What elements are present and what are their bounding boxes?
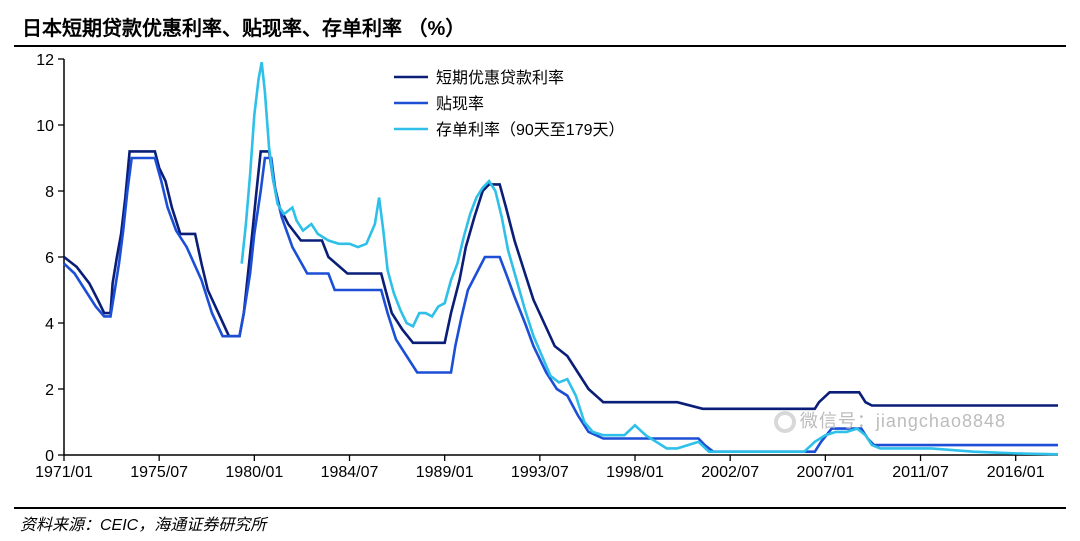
- chart-title: 日本短期贷款优惠利率、贴现率、存单利率 （%）: [22, 12, 1066, 41]
- chart-container: 0 2 4 6 8 10 12 1971/01 1975/07 1980/01 1984/07 198…: [14, 51, 1066, 503]
- svg-text:12: 12: [36, 52, 54, 69]
- svg-text:1980/01: 1980/01: [225, 464, 283, 481]
- svg-text:10: 10: [36, 118, 54, 135]
- svg-text:8: 8: [45, 184, 54, 201]
- source-line: 资料来源：CEIC，海通证券研究所: [14, 511, 1066, 535]
- footer-rule: [14, 507, 1066, 509]
- svg-text:2002/07: 2002/07: [701, 464, 759, 481]
- svg-text:4: 4: [45, 316, 54, 333]
- svg-text:1971/01: 1971/01: [35, 464, 93, 481]
- svg-text:1989/01: 1989/01: [416, 464, 474, 481]
- svg-text:贴现率: 贴现率: [436, 95, 484, 113]
- svg-text:0: 0: [45, 448, 54, 465]
- line-chart: 0 2 4 6 8 10 12 1971/01 1975/07 1980/01 1984/07 198…: [14, 51, 1066, 503]
- svg-text:1993/07: 1993/07: [511, 464, 569, 481]
- svg-text:存单利率（90天至179天）: 存单利率（90天至179天）: [436, 121, 625, 139]
- svg-text:1998/01: 1998/01: [606, 464, 664, 481]
- svg-text:2: 2: [45, 382, 54, 399]
- svg-text:2016/01: 2016/01: [987, 464, 1045, 481]
- svg-text:2011/07: 2011/07: [892, 464, 949, 481]
- svg-text:6: 6: [45, 250, 54, 267]
- svg-text:短期优惠贷款利率: 短期优惠贷款利率: [436, 69, 564, 87]
- title-rule: [14, 45, 1066, 47]
- svg-text:1984/07: 1984/07: [321, 464, 379, 481]
- svg-text:1975/07: 1975/07: [130, 464, 188, 481]
- svg-text:2007/01: 2007/01: [796, 464, 854, 481]
